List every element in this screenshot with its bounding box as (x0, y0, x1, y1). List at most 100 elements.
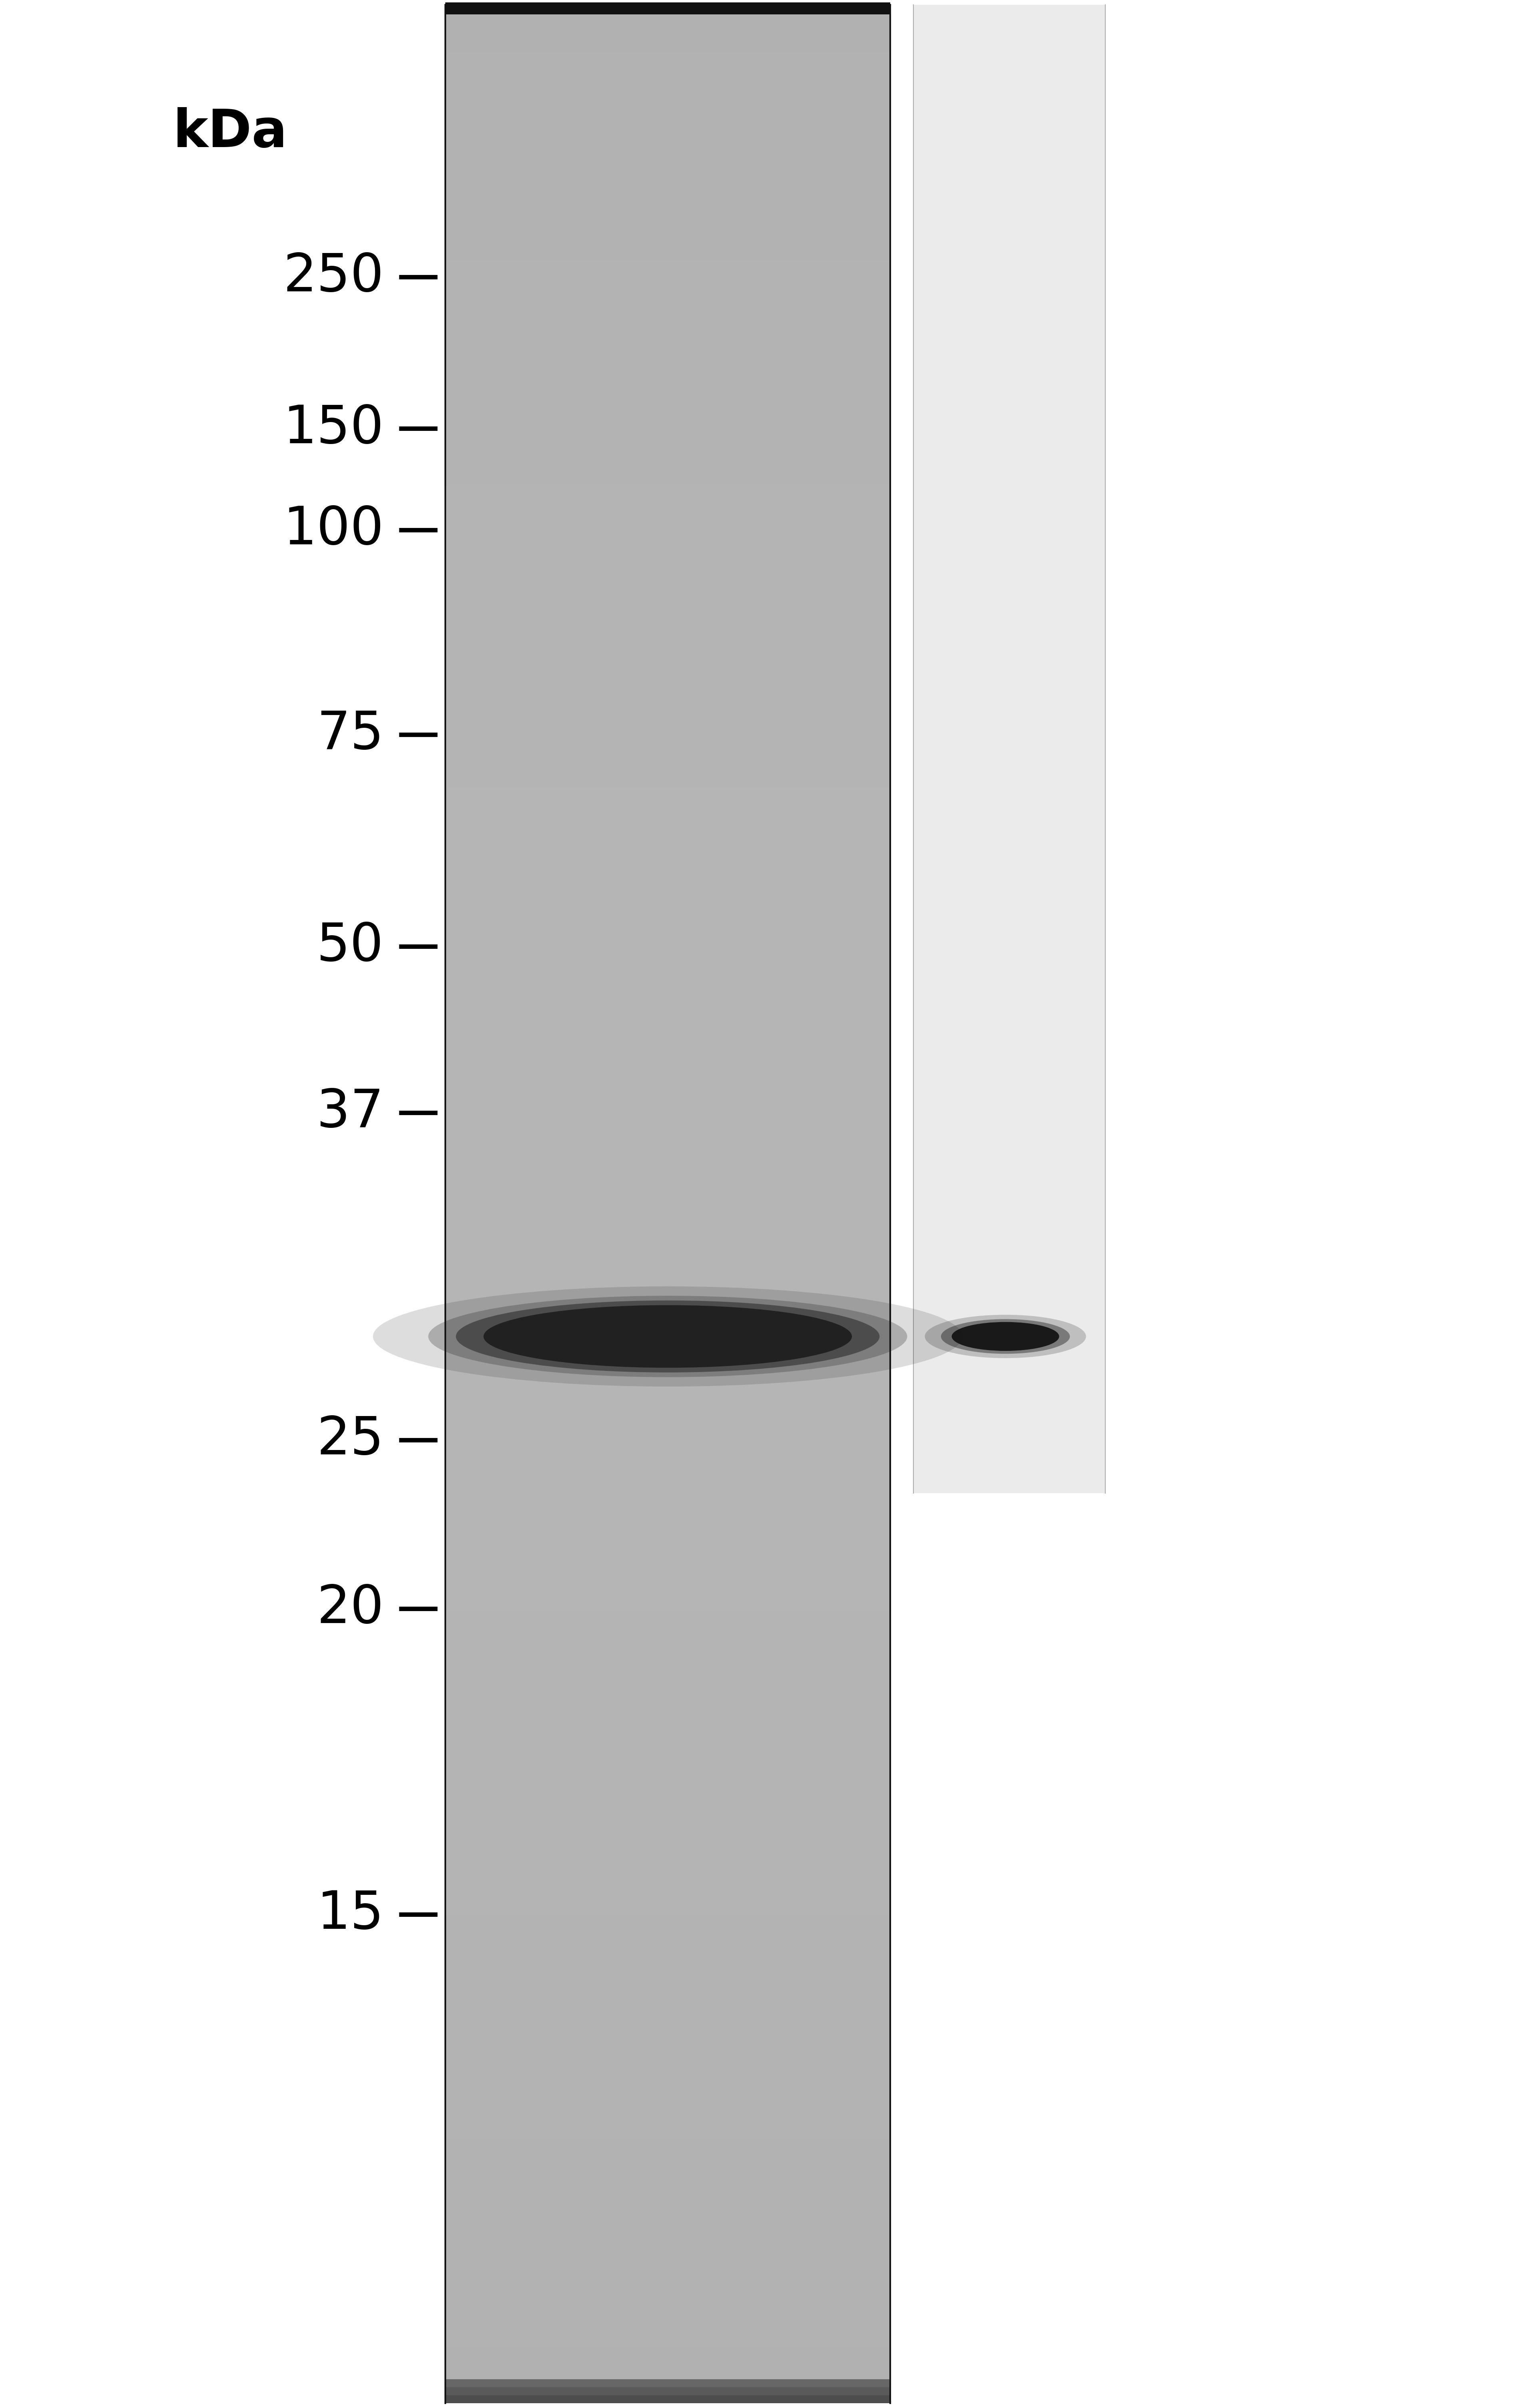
Bar (445, 701, 890, 708)
Bar (445, 694, 890, 701)
Bar (445, 1221, 890, 1228)
Text: 150: 150 (282, 402, 384, 455)
Bar (445, 1108, 890, 1115)
Text: 75: 75 (316, 708, 384, 761)
Bar (445, 1173, 890, 1180)
Ellipse shape (428, 1296, 907, 1377)
Text: 15: 15 (316, 1888, 384, 1941)
Bar (445, 1373, 890, 1380)
Bar (445, 573, 890, 580)
Bar (445, 1996, 890, 2003)
Bar (445, 1869, 890, 1876)
Bar (445, 797, 890, 804)
Bar (445, 46, 890, 53)
Bar (445, 2244, 890, 2251)
Bar (445, 532, 890, 539)
Bar (445, 1763, 890, 1772)
Bar (445, 1356, 890, 1363)
Bar (445, 1259, 890, 1269)
Bar (445, 2396, 890, 2403)
Bar (445, 29, 890, 36)
Bar (445, 1163, 890, 1173)
Bar (445, 60, 890, 70)
Bar (445, 1045, 890, 1052)
Bar (445, 621, 890, 628)
Bar (445, 1700, 890, 1707)
Bar (445, 397, 890, 405)
Bar (445, 563, 890, 573)
Bar (445, 1060, 890, 1069)
Bar (445, 836, 890, 845)
Bar (445, 1315, 890, 1324)
Bar (445, 1714, 890, 1724)
Bar (445, 1652, 890, 1659)
Bar (445, 1828, 890, 1835)
Bar (445, 2186, 890, 2196)
Bar (445, 1635, 890, 1645)
Bar (445, 1621, 890, 1628)
Bar (445, 1772, 890, 1780)
Bar (445, 987, 890, 997)
Bar (445, 869, 890, 877)
Bar (445, 1796, 890, 1804)
Bar (445, 1021, 890, 1028)
Bar (445, 2044, 890, 2052)
Bar (445, 1548, 890, 1556)
Bar (445, 1580, 890, 1587)
Bar (445, 2386, 890, 2396)
Bar (445, 1811, 890, 1820)
Bar (445, 749, 890, 756)
Text: 37: 37 (316, 1086, 384, 1139)
Bar (445, 1611, 890, 1621)
Bar (445, 164, 890, 173)
Bar (445, 453, 890, 460)
Bar (445, 653, 890, 660)
Ellipse shape (924, 1315, 1087, 1358)
Bar (445, 787, 890, 797)
Ellipse shape (456, 1300, 880, 1373)
Bar (445, 373, 890, 380)
Bar (445, 1604, 890, 1611)
Bar (445, 669, 890, 677)
Bar (445, 2338, 890, 2348)
Bar (445, 2276, 890, 2283)
Bar (445, 763, 890, 773)
Bar (445, 2355, 890, 2362)
Bar (445, 1524, 890, 1531)
Bar (445, 508, 890, 515)
Bar (445, 2211, 890, 2220)
Bar (445, 2203, 890, 2211)
Bar (445, 804, 890, 811)
Bar (445, 2251, 890, 2259)
Bar (445, 429, 890, 436)
Bar (445, 1804, 890, 1811)
Text: 250: 250 (282, 250, 384, 303)
Bar (445, 732, 890, 739)
Bar (445, 1979, 890, 1987)
Bar (445, 901, 890, 908)
Bar (445, 2283, 890, 2292)
Bar (445, 236, 890, 246)
Bar (445, 908, 890, 915)
Bar (445, 2196, 890, 2203)
Text: kDa: kDa (173, 106, 287, 159)
Bar (445, 773, 890, 780)
Bar (445, 2268, 890, 2276)
Bar (445, 1955, 890, 1963)
Bar (445, 2172, 890, 2179)
Bar (445, 70, 890, 77)
Bar (445, 2138, 890, 2148)
Bar (445, 94, 890, 101)
Bar (445, 116, 890, 125)
Bar (445, 1876, 890, 1883)
Bar (445, 636, 890, 645)
Bar (445, 1428, 890, 1435)
Bar (445, 821, 890, 828)
Bar (445, 1180, 890, 1187)
Bar (445, 2028, 890, 2035)
Bar (445, 125, 890, 132)
Bar (445, 1493, 890, 1500)
Bar (445, 388, 890, 397)
Bar (445, 1445, 890, 1452)
Bar (445, 1324, 890, 1332)
